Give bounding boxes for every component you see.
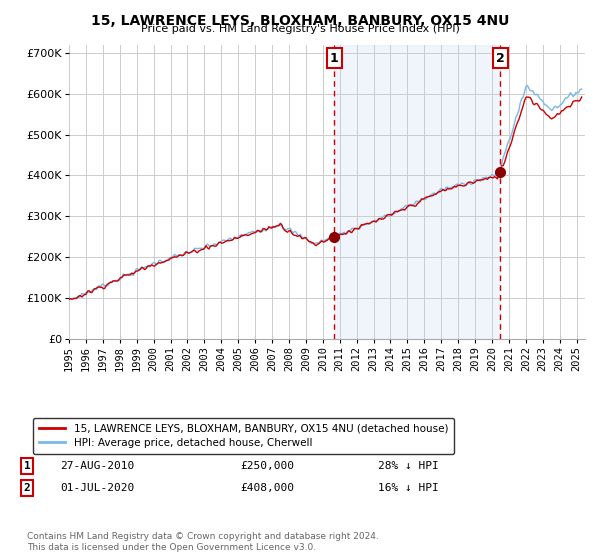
Text: £250,000: £250,000 — [240, 461, 294, 471]
Text: 27-AUG-2010: 27-AUG-2010 — [60, 461, 134, 471]
Text: 15, LAWRENCE LEYS, BLOXHAM, BANBURY, OX15 4NU: 15, LAWRENCE LEYS, BLOXHAM, BANBURY, OX1… — [91, 14, 509, 28]
Text: 16% ↓ HPI: 16% ↓ HPI — [378, 483, 439, 493]
Bar — [334, 45, 500, 339]
Text: 01-JUL-2020: 01-JUL-2020 — [60, 483, 134, 493]
Text: Contains HM Land Registry data © Crown copyright and database right 2024.
This d: Contains HM Land Registry data © Crown c… — [27, 532, 379, 552]
Legend: 15, LAWRENCE LEYS, BLOXHAM, BANBURY, OX15 4NU (detached house), HPI: Average pri: 15, LAWRENCE LEYS, BLOXHAM, BANBURY, OX1… — [33, 418, 454, 454]
Text: 2: 2 — [23, 483, 31, 493]
Text: £408,000: £408,000 — [240, 483, 294, 493]
Text: 1: 1 — [23, 461, 31, 471]
Text: 2: 2 — [496, 52, 505, 64]
Text: 28% ↓ HPI: 28% ↓ HPI — [378, 461, 439, 471]
Text: 1: 1 — [330, 52, 338, 64]
Text: Price paid vs. HM Land Registry's House Price Index (HPI): Price paid vs. HM Land Registry's House … — [140, 24, 460, 34]
